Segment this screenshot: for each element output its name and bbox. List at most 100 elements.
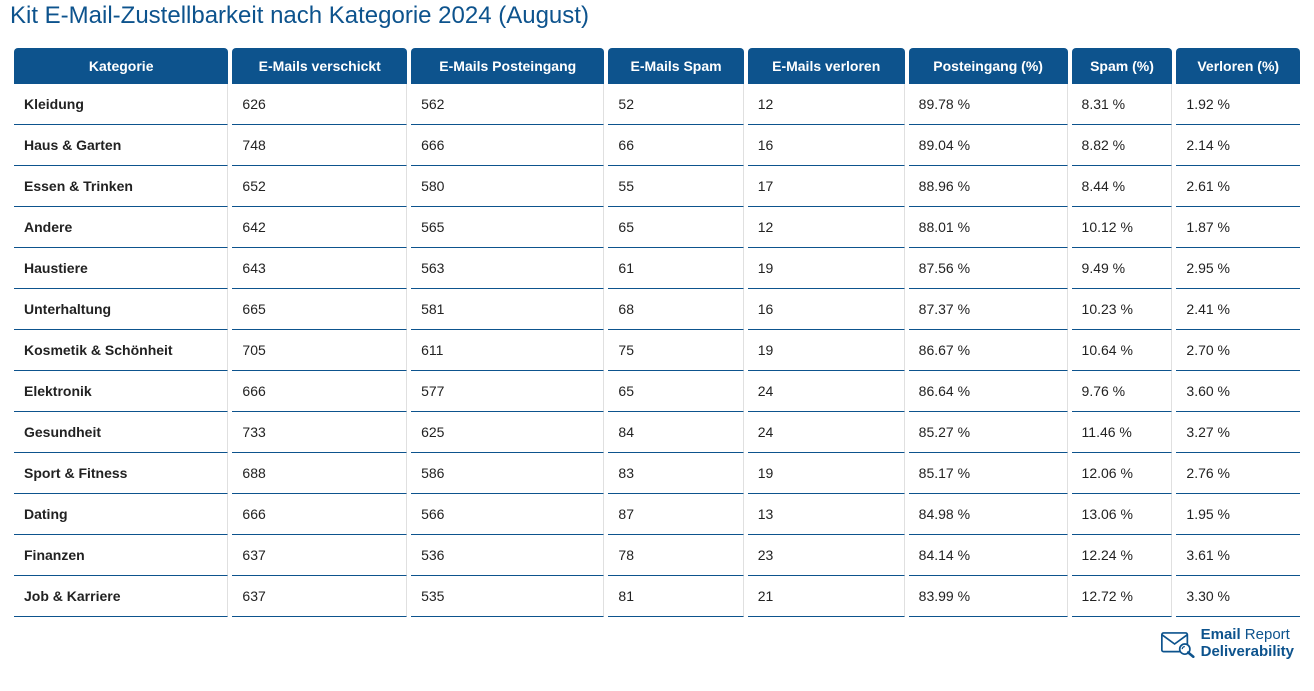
table-cell: 12.06 % [1072, 453, 1173, 494]
table-cell: 705 [232, 330, 407, 371]
table-cell: 2.70 % [1176, 330, 1300, 371]
page-title: Kit E-Mail-Zustellbarkeit nach Kategorie… [10, 2, 1304, 30]
table-row: Kosmetik & Schönheit705611751986.67 %10.… [14, 330, 1300, 371]
col-posteingang: E-Mails Posteingang [411, 48, 604, 84]
table-row: Sport & Fitness688586831985.17 %12.06 %2… [14, 453, 1300, 494]
table-cell: 84 [608, 412, 743, 453]
table-cell: 12.72 % [1072, 576, 1173, 617]
table-cell: 10.23 % [1072, 289, 1173, 330]
table-cell: 19 [748, 330, 905, 371]
table-cell: 1.95 % [1176, 494, 1300, 535]
table-cell: 733 [232, 412, 407, 453]
table-cell: 65 [608, 371, 743, 412]
table-cell: 3.30 % [1176, 576, 1300, 617]
table-cell: 8.82 % [1072, 125, 1173, 166]
table-cell: 23 [748, 535, 905, 576]
table-row: Job & Karriere637535812183.99 %12.72 %3.… [14, 576, 1300, 617]
table-cell: 19 [748, 248, 905, 289]
table-cell: 12.24 % [1072, 535, 1173, 576]
table-cell: 17 [748, 166, 905, 207]
table-cell: 89.78 % [909, 84, 1068, 125]
table-cell: 535 [411, 576, 604, 617]
table-cell: 65 [608, 207, 743, 248]
table-cell: 66 [608, 125, 743, 166]
table-cell: 563 [411, 248, 604, 289]
table-cell: 643 [232, 248, 407, 289]
table-cell: 84.14 % [909, 535, 1068, 576]
table-cell: 3.61 % [1176, 535, 1300, 576]
table-row: Gesundheit733625842485.27 %11.46 %3.27 % [14, 412, 1300, 453]
table-row: Kleidung626562521289.78 %8.31 %1.92 % [14, 84, 1300, 125]
table-cell: 666 [232, 494, 407, 535]
table-cell: 55 [608, 166, 743, 207]
table-cell: 89.04 % [909, 125, 1068, 166]
table-cell: 642 [232, 207, 407, 248]
table-cell: 24 [748, 371, 905, 412]
table-cell: Dating [14, 494, 228, 535]
table-cell: Sport & Fitness [14, 453, 228, 494]
table-cell: 2.76 % [1176, 453, 1300, 494]
table-cell: 666 [232, 371, 407, 412]
col-spam-pct: Spam (%) [1072, 48, 1173, 84]
table-cell: Unterhaltung [14, 289, 228, 330]
table-cell: 84.98 % [909, 494, 1068, 535]
table-cell: Andere [14, 207, 228, 248]
table-cell: Finanzen [14, 535, 228, 576]
table-cell: 86.67 % [909, 330, 1068, 371]
table-cell: 580 [411, 166, 604, 207]
table-cell: 87.56 % [909, 248, 1068, 289]
table-cell: 83.99 % [909, 576, 1068, 617]
col-posteingang-pct: Posteingang (%) [909, 48, 1068, 84]
table-cell: 13.06 % [1072, 494, 1173, 535]
table-cell: 2.14 % [1176, 125, 1300, 166]
table-cell: 11.46 % [1072, 412, 1173, 453]
table-cell: 75 [608, 330, 743, 371]
table-cell: 1.92 % [1176, 84, 1300, 125]
table-cell: 688 [232, 453, 407, 494]
envelope-magnify-icon [1161, 630, 1195, 658]
table-cell: 2.61 % [1176, 166, 1300, 207]
table-cell: 88.96 % [909, 166, 1068, 207]
col-kategorie: Kategorie [14, 48, 228, 84]
table-cell: 10.12 % [1072, 207, 1173, 248]
table-cell: 52 [608, 84, 743, 125]
table-cell: 536 [411, 535, 604, 576]
table-cell: 68 [608, 289, 743, 330]
table-cell: 3.60 % [1176, 371, 1300, 412]
table-cell: 13 [748, 494, 905, 535]
logo-text: Email Report Deliverability [1201, 627, 1294, 660]
table-cell: Kleidung [14, 84, 228, 125]
table-row: Essen & Trinken652580551788.96 %8.44 %2.… [14, 166, 1300, 207]
table-cell: 562 [411, 84, 604, 125]
table-cell: 87.37 % [909, 289, 1068, 330]
col-verschickt: E-Mails verschickt [232, 48, 407, 84]
table-cell: 12 [748, 84, 905, 125]
table-cell: 637 [232, 535, 407, 576]
table-cell: 652 [232, 166, 407, 207]
table-row: Dating666566871384.98 %13.06 %1.95 % [14, 494, 1300, 535]
table-cell: Haustiere [14, 248, 228, 289]
table-cell: 625 [411, 412, 604, 453]
table-cell: 16 [748, 125, 905, 166]
table-cell: 748 [232, 125, 407, 166]
table-body: Kleidung626562521289.78 %8.31 %1.92 % Hau… [14, 84, 1300, 617]
logo-word-email: Email [1201, 626, 1241, 643]
deliverability-table: Kategorie E-Mails verschickt E-Mails Pos… [10, 48, 1304, 617]
table-cell: 611 [411, 330, 604, 371]
table-header: Kategorie E-Mails verschickt E-Mails Pos… [14, 48, 1300, 84]
table-cell: Kosmetik & Schönheit [14, 330, 228, 371]
table-row: Unterhaltung665581681687.37 %10.23 %2.41… [14, 289, 1300, 330]
table-cell: 86.64 % [909, 371, 1068, 412]
table-cell: 21 [748, 576, 905, 617]
table-row: Andere642565651288.01 %10.12 %1.87 % [14, 207, 1300, 248]
table-cell: 19 [748, 453, 905, 494]
table-cell: 8.44 % [1072, 166, 1173, 207]
table-row: Haus & Garten748666661689.04 %8.82 %2.14… [14, 125, 1300, 166]
col-verloren: E-Mails verloren [748, 48, 905, 84]
table-cell: Gesundheit [14, 412, 228, 453]
logo-line2: Deliverability [1201, 644, 1294, 661]
table-cell: Essen & Trinken [14, 166, 228, 207]
logo: Email Report Deliverability [1161, 627, 1294, 660]
table-cell: 2.95 % [1176, 248, 1300, 289]
table-cell: 586 [411, 453, 604, 494]
